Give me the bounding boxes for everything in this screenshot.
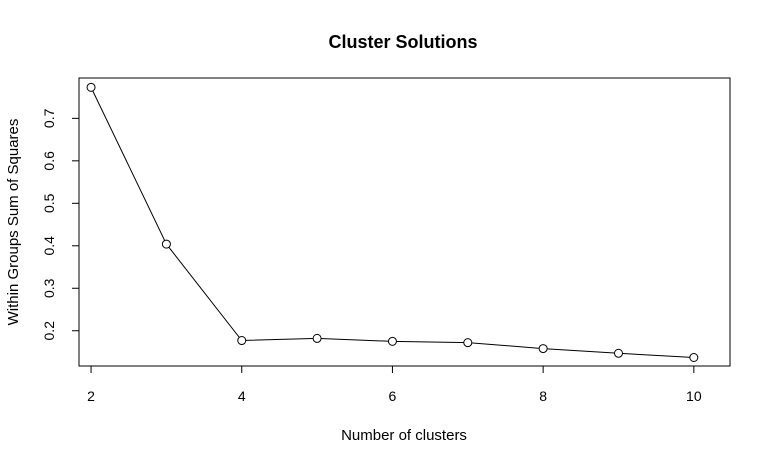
data-point	[312, 333, 322, 343]
y-tick-label: 0.7	[41, 108, 57, 128]
plot-frame	[78, 77, 731, 367]
data-point	[86, 82, 96, 92]
y-tick-label: 0.4	[41, 236, 57, 256]
x-tick-label: 10	[686, 388, 702, 404]
data-point	[613, 348, 623, 358]
data-point	[237, 336, 247, 346]
chart-title: Cluster Solutions	[328, 32, 477, 52]
x-tick-label: 6	[389, 388, 397, 404]
y-tick-label: 0.2	[41, 321, 57, 341]
x-tick-label: 4	[238, 388, 246, 404]
data-point	[161, 239, 171, 249]
data-point	[538, 344, 548, 354]
series-line	[90, 87, 694, 358]
y-axis-title: Within Groups Sum of Squares	[5, 119, 22, 326]
y-axis: 0.2 0.3 0.4 0.5 0.6 0.7	[41, 108, 80, 341]
data-point	[463, 338, 473, 348]
y-tick-label: 0.5	[41, 193, 57, 213]
data-point	[387, 336, 397, 346]
x-axis: 2 4 6 8 10	[87, 365, 702, 404]
data-point	[689, 353, 699, 362]
x-tick-label: 2	[87, 388, 95, 404]
series-layer	[86, 82, 699, 362]
x-axis-title: Number of clusters	[341, 427, 467, 444]
x-tick-label: 8	[539, 388, 547, 404]
y-tick-label: 0.6	[41, 151, 57, 171]
y-tick-label: 0.3	[41, 278, 57, 298]
